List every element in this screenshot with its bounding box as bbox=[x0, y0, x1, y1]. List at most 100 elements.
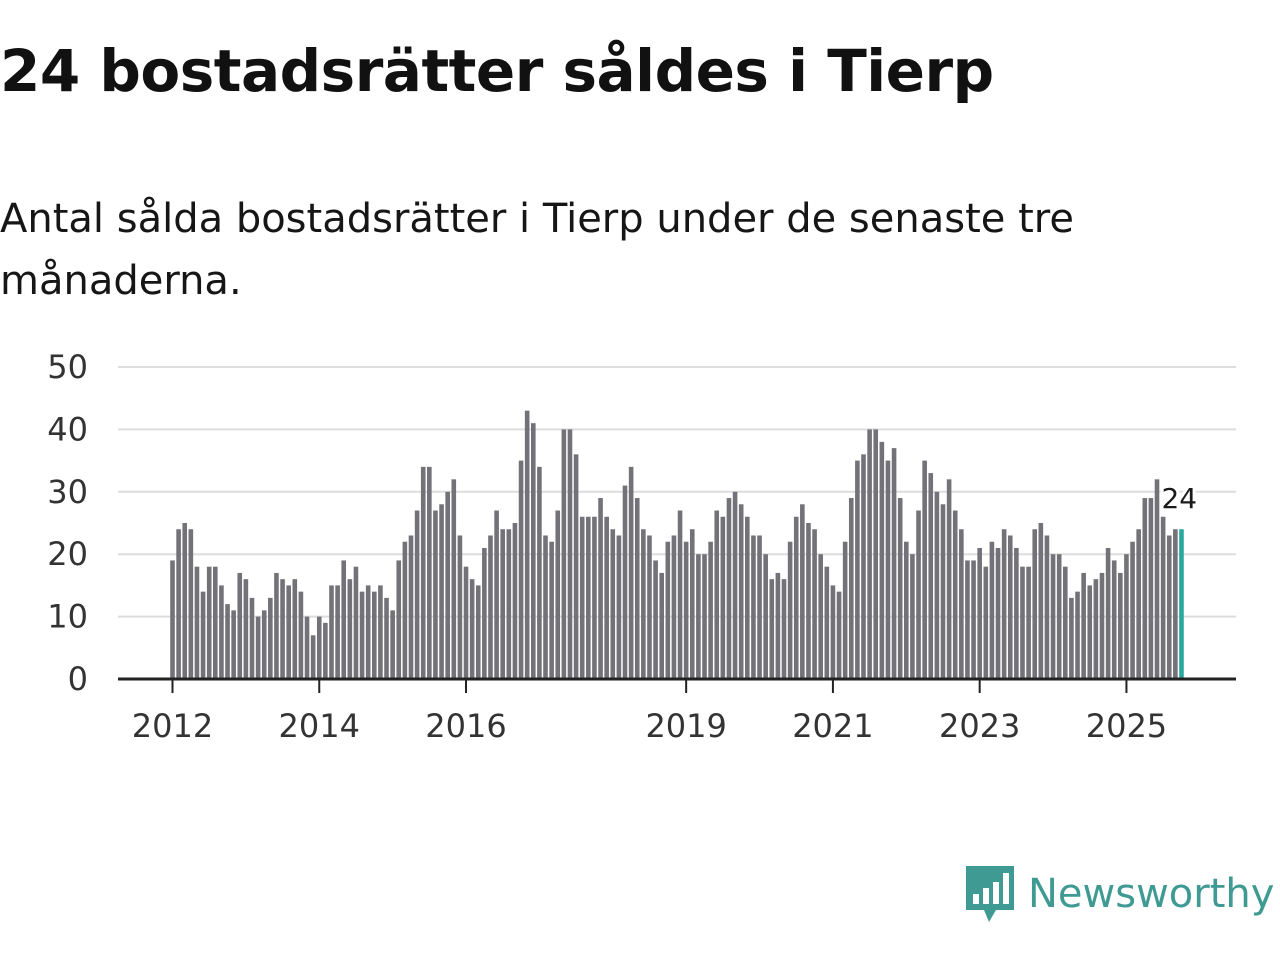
bar bbox=[751, 535, 756, 679]
bar bbox=[586, 516, 591, 679]
bar bbox=[365, 585, 371, 679]
bar bbox=[891, 448, 897, 679]
bar bbox=[433, 510, 438, 679]
x-tick-label: 2019 bbox=[645, 707, 726, 745]
bar bbox=[689, 529, 695, 679]
bar bbox=[1020, 566, 1025, 679]
bar bbox=[280, 579, 285, 679]
bar bbox=[182, 523, 188, 679]
bar bbox=[1105, 547, 1111, 679]
bar bbox=[286, 585, 291, 679]
y-tick-label: 40 bbox=[47, 410, 88, 448]
bar-latest bbox=[1179, 529, 1184, 679]
bar bbox=[916, 510, 921, 679]
bar bbox=[518, 460, 524, 679]
bar bbox=[793, 516, 799, 679]
bar bbox=[549, 541, 554, 679]
bar bbox=[255, 616, 261, 679]
bar bbox=[971, 560, 976, 679]
bar bbox=[347, 579, 353, 679]
bar bbox=[720, 516, 726, 679]
bar bbox=[1038, 523, 1044, 679]
bar bbox=[1050, 554, 1056, 679]
bar bbox=[1160, 516, 1166, 679]
bar bbox=[977, 547, 982, 679]
bar bbox=[616, 535, 622, 679]
bar bbox=[610, 529, 616, 679]
bar bbox=[708, 541, 713, 679]
bar bbox=[506, 529, 512, 679]
bar bbox=[867, 429, 872, 679]
bar bbox=[714, 510, 720, 679]
bar bbox=[500, 529, 506, 679]
bar bbox=[390, 610, 395, 679]
bar bbox=[524, 410, 530, 679]
bar bbox=[959, 529, 964, 679]
bar bbox=[1056, 554, 1062, 679]
bar bbox=[1142, 498, 1148, 679]
y-axis-labels: 0 10 20 30 40 50 bbox=[47, 348, 88, 698]
bar bbox=[738, 504, 744, 679]
bar bbox=[873, 429, 879, 679]
bar bbox=[940, 504, 946, 679]
bar bbox=[396, 560, 402, 679]
bar bbox=[983, 566, 989, 679]
bar bbox=[781, 579, 787, 679]
bar bbox=[1130, 541, 1135, 679]
bar bbox=[243, 579, 249, 679]
bar bbox=[451, 479, 457, 679]
bar bbox=[1093, 579, 1099, 679]
bar bbox=[592, 516, 597, 679]
bar bbox=[897, 498, 903, 679]
bar bbox=[316, 616, 322, 679]
x-tick-label: 2021 bbox=[792, 707, 873, 745]
bar bbox=[775, 572, 781, 679]
x-tick-label: 2014 bbox=[279, 707, 360, 745]
bar bbox=[274, 572, 279, 679]
bar bbox=[904, 541, 909, 679]
bar bbox=[335, 585, 340, 679]
bar bbox=[989, 541, 995, 679]
bar bbox=[188, 529, 194, 679]
bar bbox=[1014, 547, 1019, 679]
bar bbox=[818, 554, 823, 679]
bar bbox=[885, 460, 891, 679]
bar bbox=[1007, 535, 1013, 679]
bar bbox=[622, 485, 628, 679]
newsworthy-logo: Newsworthy bbox=[962, 862, 1274, 926]
bar bbox=[1099, 572, 1105, 679]
bar bbox=[194, 566, 200, 679]
bar bbox=[806, 523, 811, 679]
bar bbox=[414, 510, 420, 679]
bar bbox=[512, 523, 518, 679]
bar bbox=[665, 541, 671, 679]
bar bbox=[268, 597, 273, 679]
bar bbox=[928, 473, 934, 679]
bar bbox=[378, 585, 383, 679]
chart-title: 24 bostadsrätter såldes i Tierp bbox=[0, 37, 994, 105]
bar bbox=[231, 610, 236, 679]
bar bbox=[824, 566, 830, 679]
bar bbox=[170, 560, 175, 679]
bar bbox=[567, 429, 573, 679]
bar bbox=[573, 454, 579, 679]
bar bbox=[359, 591, 365, 679]
bar bbox=[200, 591, 206, 679]
newsworthy-logo-icon bbox=[966, 866, 1014, 922]
bar bbox=[659, 572, 664, 679]
bar bbox=[647, 535, 652, 679]
bar bbox=[677, 510, 683, 679]
bar bbox=[763, 554, 768, 679]
bar bbox=[298, 591, 304, 679]
bar bbox=[732, 491, 738, 679]
bar bbox=[1069, 597, 1074, 679]
bar bbox=[702, 554, 707, 679]
bar bbox=[219, 585, 224, 679]
bar bbox=[696, 554, 701, 679]
bar bbox=[329, 585, 334, 679]
bar bbox=[934, 491, 940, 679]
bar bbox=[1166, 535, 1172, 679]
bar bbox=[469, 579, 475, 679]
bar bbox=[848, 498, 854, 679]
bar bbox=[292, 579, 298, 679]
